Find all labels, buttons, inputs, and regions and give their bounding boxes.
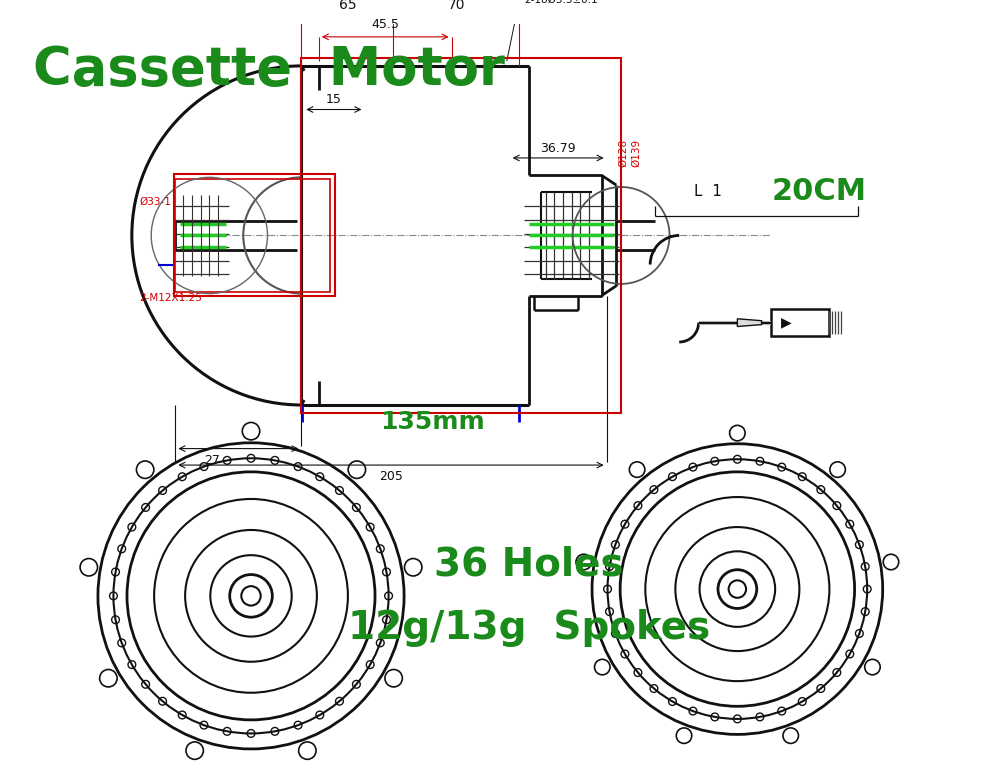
Text: 36 Holes: 36 Holes bbox=[434, 546, 624, 584]
Text: Cassette  Motor: Cassette Motor bbox=[33, 44, 505, 96]
Polygon shape bbox=[737, 319, 762, 327]
Text: 2-M12X1.25: 2-M12X1.25 bbox=[140, 293, 202, 303]
Bar bbox=[301, 58, 621, 413]
Text: 45.5: 45.5 bbox=[371, 18, 399, 31]
Text: L  1: L 1 bbox=[694, 184, 722, 199]
Text: 27: 27 bbox=[205, 454, 220, 467]
Text: ▶: ▶ bbox=[780, 316, 791, 330]
Text: 20CM: 20CM bbox=[771, 177, 866, 206]
Text: 12g/13g  Spokes: 12g/13g Spokes bbox=[348, 609, 710, 647]
Text: Ø128: Ø128 bbox=[618, 139, 628, 167]
Text: 70: 70 bbox=[448, 0, 465, 12]
Text: Ø139: Ø139 bbox=[632, 139, 642, 167]
Text: 15: 15 bbox=[326, 93, 342, 107]
Text: 135mm: 135mm bbox=[380, 411, 485, 434]
Text: 205: 205 bbox=[379, 470, 403, 483]
Text: 2-18Ø3.3±0.1: 2-18Ø3.3±0.1 bbox=[524, 0, 598, 5]
Text: 36.79: 36.79 bbox=[540, 142, 576, 155]
Bar bbox=[771, 309, 829, 336]
Text: 65: 65 bbox=[339, 0, 356, 12]
Bar bbox=[175, 179, 330, 292]
Bar bbox=[174, 174, 335, 296]
Text: Ø33-1: Ø33-1 bbox=[140, 197, 171, 206]
